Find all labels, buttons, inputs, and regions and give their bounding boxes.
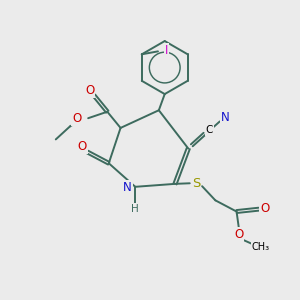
Text: O: O [260, 202, 269, 214]
Text: O: O [85, 84, 94, 97]
Text: N: N [221, 110, 230, 124]
Text: S: S [192, 177, 200, 190]
Text: O: O [72, 112, 82, 125]
Text: O: O [78, 140, 87, 153]
Text: N: N [123, 181, 132, 194]
Text: I: I [165, 44, 169, 57]
Text: O: O [234, 228, 244, 241]
Text: CH₃: CH₃ [252, 242, 270, 253]
Text: C: C [206, 125, 213, 135]
Text: H: H [131, 204, 139, 214]
